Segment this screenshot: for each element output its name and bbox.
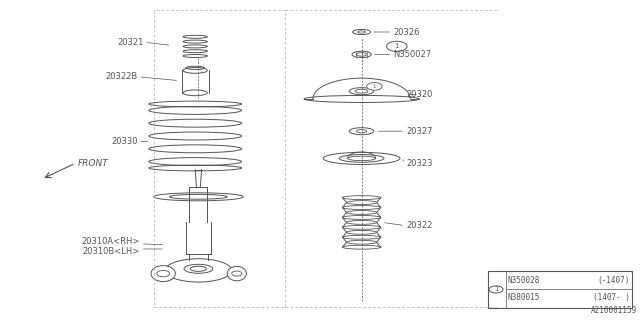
- Text: N350027: N350027: [394, 50, 432, 59]
- Ellipse shape: [358, 31, 365, 33]
- Ellipse shape: [342, 196, 381, 200]
- Ellipse shape: [353, 29, 371, 35]
- Text: 1: 1: [372, 84, 376, 89]
- Text: (-1407): (-1407): [597, 276, 630, 285]
- Text: 20310A<RH>
20310B<LH>: 20310A<RH> 20310B<LH>: [81, 237, 140, 256]
- Ellipse shape: [227, 266, 246, 281]
- Ellipse shape: [355, 89, 368, 93]
- Text: 20322: 20322: [406, 221, 433, 230]
- Ellipse shape: [349, 128, 374, 135]
- FancyBboxPatch shape: [488, 271, 632, 308]
- Ellipse shape: [191, 266, 206, 271]
- Ellipse shape: [342, 245, 381, 249]
- Ellipse shape: [352, 51, 371, 58]
- Ellipse shape: [348, 156, 376, 161]
- Text: 20322B: 20322B: [106, 72, 138, 81]
- Ellipse shape: [151, 266, 175, 282]
- Text: FRONT: FRONT: [78, 159, 109, 168]
- Ellipse shape: [356, 53, 367, 56]
- Circle shape: [387, 41, 407, 52]
- Ellipse shape: [342, 216, 381, 220]
- Ellipse shape: [342, 236, 381, 239]
- Ellipse shape: [347, 211, 376, 214]
- Ellipse shape: [342, 206, 381, 210]
- Text: 1: 1: [394, 44, 399, 49]
- Text: 20320: 20320: [406, 90, 433, 99]
- Circle shape: [157, 270, 170, 277]
- Ellipse shape: [347, 240, 376, 244]
- Text: 20327: 20327: [406, 127, 433, 136]
- Ellipse shape: [339, 155, 384, 162]
- Text: N350028: N350028: [508, 276, 540, 285]
- Ellipse shape: [184, 264, 212, 273]
- Ellipse shape: [347, 220, 376, 224]
- Circle shape: [232, 271, 242, 276]
- Circle shape: [367, 83, 382, 90]
- Text: 1: 1: [493, 286, 499, 292]
- Text: (1407- ): (1407- ): [593, 293, 630, 302]
- Circle shape: [489, 286, 503, 293]
- Text: N380015: N380015: [508, 293, 540, 302]
- Ellipse shape: [165, 259, 232, 282]
- Text: 20326: 20326: [394, 28, 420, 36]
- Text: 20323: 20323: [406, 159, 433, 168]
- Ellipse shape: [170, 195, 227, 199]
- Ellipse shape: [356, 130, 367, 133]
- Ellipse shape: [347, 230, 376, 234]
- Ellipse shape: [342, 226, 381, 229]
- Text: 20321: 20321: [118, 38, 144, 47]
- Ellipse shape: [349, 88, 374, 95]
- Text: 20330: 20330: [111, 137, 138, 146]
- Ellipse shape: [347, 201, 376, 204]
- Ellipse shape: [304, 95, 419, 102]
- Text: A210001159: A210001159: [591, 306, 637, 315]
- Ellipse shape: [323, 152, 400, 164]
- Ellipse shape: [154, 193, 243, 201]
